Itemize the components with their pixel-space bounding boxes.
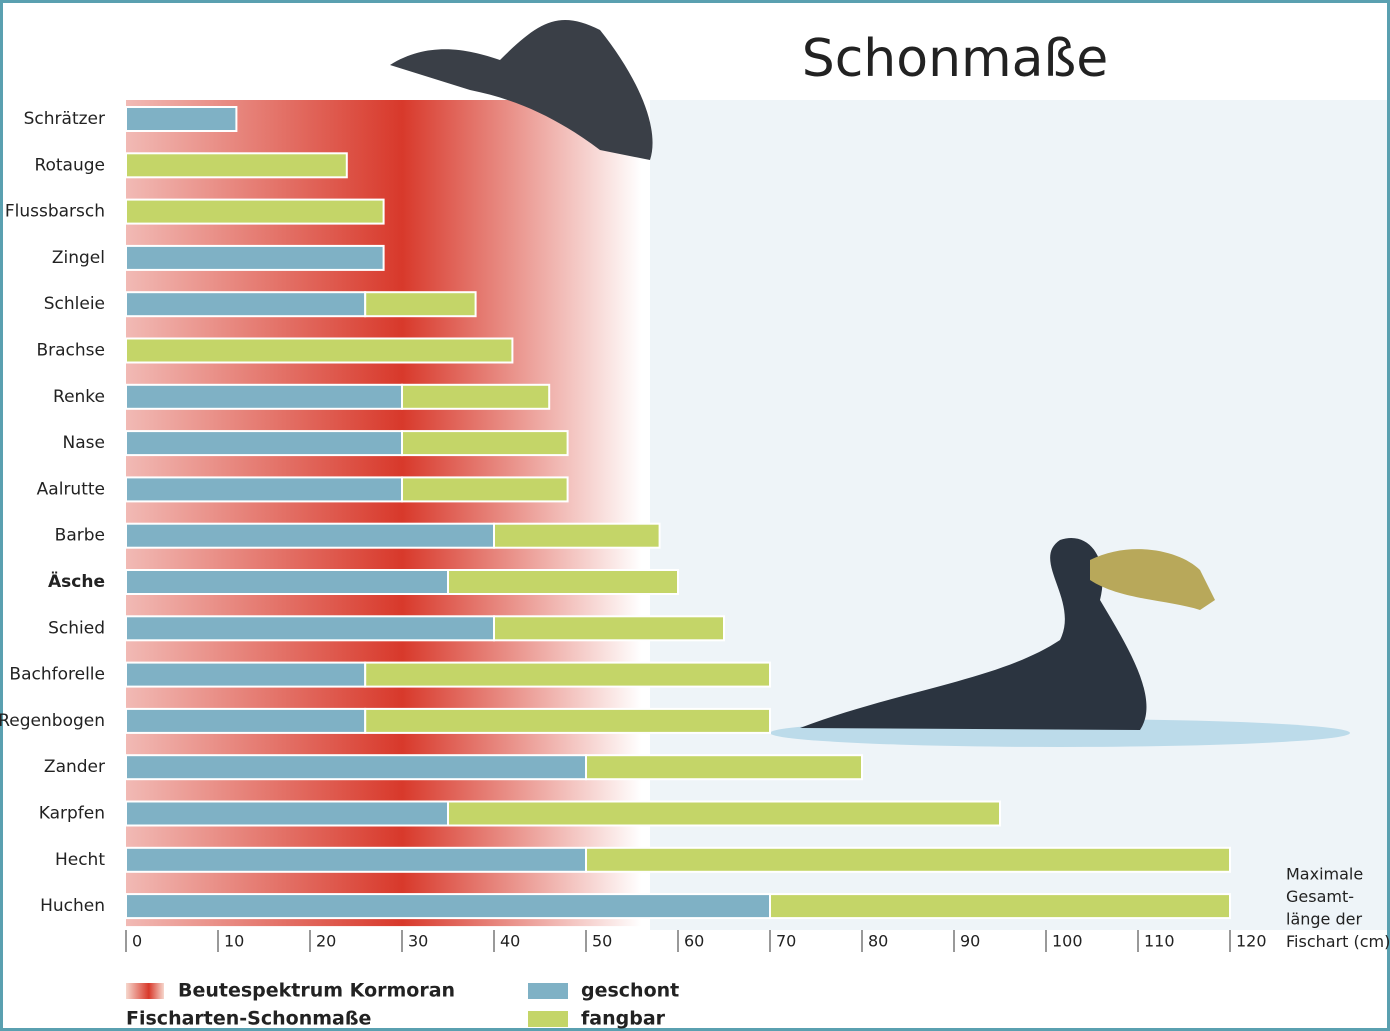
bar-segment bbox=[125, 337, 514, 364]
bar-segment bbox=[125, 707, 367, 734]
y-tick-label: Äsche bbox=[48, 570, 105, 592]
y-tick-label: Renke bbox=[53, 387, 105, 407]
x-tick-label: 90 bbox=[960, 932, 980, 951]
bar-segment bbox=[125, 106, 238, 132]
y-tick-label: Hecht bbox=[55, 850, 105, 870]
bar-segment bbox=[401, 476, 569, 503]
x-axis-label: Fischart (cm) bbox=[1286, 932, 1390, 951]
y-tick-label: Schleie bbox=[44, 294, 105, 314]
prey-zone-band bbox=[126, 100, 642, 927]
x-tick-label: 70 bbox=[776, 932, 796, 951]
x-tick-label: 10 bbox=[224, 932, 244, 951]
y-tick-label: Zander bbox=[44, 757, 105, 777]
fish bbox=[1090, 549, 1215, 610]
bar-segment bbox=[585, 846, 1231, 873]
cormorant bbox=[800, 538, 1147, 730]
y-tick-label: Karpfen bbox=[39, 804, 105, 824]
bar-segment bbox=[125, 152, 348, 179]
bar-segment bbox=[125, 198, 385, 225]
bar-segment bbox=[401, 430, 569, 457]
x-tick-label: 20 bbox=[316, 932, 336, 951]
bar-segment bbox=[769, 893, 1231, 920]
y-tick-label: Rotauge bbox=[34, 155, 105, 175]
x-tick-label: 40 bbox=[500, 932, 520, 951]
x-tick-label: 0 bbox=[132, 932, 142, 951]
legend-swatch bbox=[528, 1011, 568, 1027]
legend-title: Fischarten-Schonmaße bbox=[126, 1008, 371, 1030]
bar-segment bbox=[125, 615, 495, 642]
legend-label: fangbar bbox=[581, 1008, 666, 1030]
legend-label: geschont bbox=[581, 980, 679, 1002]
bar-segment bbox=[125, 430, 403, 457]
bar-segment bbox=[364, 707, 771, 734]
bar-segment bbox=[447, 800, 1001, 827]
prey-zone bbox=[126, 100, 642, 927]
legend-label: Beutespektrum Kormoran bbox=[178, 980, 455, 1002]
x-tick-label: 60 bbox=[684, 932, 704, 951]
bar-segment bbox=[125, 846, 587, 873]
y-tick-label: Schrätzer bbox=[24, 109, 105, 129]
bar-segment bbox=[125, 569, 449, 595]
legend-swatch bbox=[528, 983, 568, 999]
y-tick-label: Nase bbox=[63, 433, 105, 453]
y-tick-label: Bachforelle bbox=[9, 665, 105, 685]
x-axis-label: Gesamt- bbox=[1286, 887, 1354, 906]
bar-segment bbox=[125, 800, 449, 827]
x-axis-label: länge der bbox=[1286, 910, 1362, 929]
bar-segment bbox=[493, 615, 725, 642]
y-tick-label: Aalrutte bbox=[37, 479, 105, 499]
y-tick-label: Brachse bbox=[36, 341, 105, 361]
bar-segment bbox=[125, 754, 587, 781]
bar-segment bbox=[125, 522, 495, 549]
bar-segment bbox=[585, 754, 863, 781]
bar-segment bbox=[364, 291, 477, 318]
y-tick-label: Huchen bbox=[40, 896, 105, 916]
chart-title: Schonmaße bbox=[802, 29, 1109, 89]
x-tick-label: 50 bbox=[592, 932, 612, 951]
backdrop bbox=[650, 100, 1387, 930]
bar-segment bbox=[125, 383, 403, 410]
y-tick-label: Schied bbox=[48, 618, 105, 638]
bar-segment bbox=[364, 661, 771, 688]
bar-segment bbox=[125, 244, 385, 271]
x-tick-label: 110 bbox=[1144, 932, 1175, 951]
bar-segment bbox=[401, 383, 551, 410]
bar-segment bbox=[447, 569, 679, 595]
x-tick-label: 100 bbox=[1052, 932, 1083, 951]
bar-segment bbox=[493, 522, 661, 549]
x-axis-label: Maximale bbox=[1286, 865, 1363, 884]
x-tick-label: 120 bbox=[1236, 932, 1267, 951]
bar-segment bbox=[125, 291, 367, 318]
y-tick-label: Flussbarsch bbox=[5, 202, 105, 222]
y-tick-label: Barbe bbox=[55, 526, 105, 546]
y-tick-label: Regenbogen bbox=[0, 711, 105, 731]
bar-segment bbox=[125, 661, 367, 688]
x-tick-label: 30 bbox=[408, 932, 428, 951]
bar-segment bbox=[125, 476, 403, 503]
bar-segment bbox=[125, 893, 771, 920]
legend-swatch bbox=[126, 983, 164, 999]
merganser bbox=[390, 20, 653, 160]
x-tick-label: 80 bbox=[868, 932, 888, 951]
y-tick-label: Zingel bbox=[52, 248, 105, 268]
